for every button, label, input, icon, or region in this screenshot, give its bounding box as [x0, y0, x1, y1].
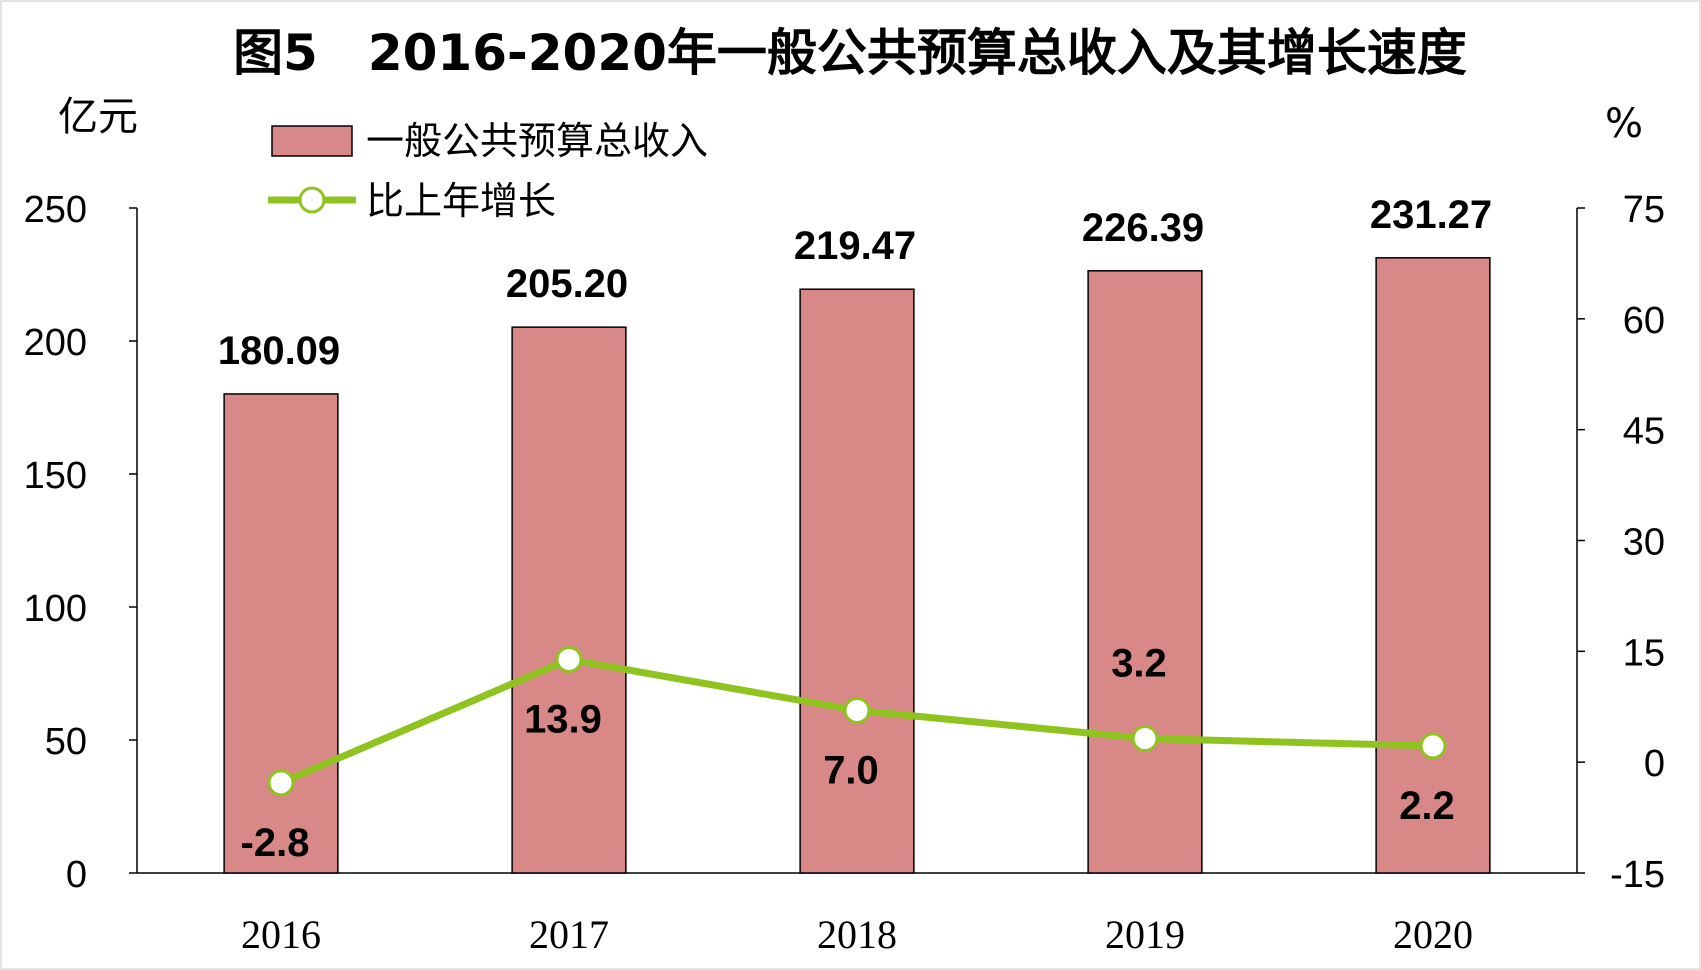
bar-value-label: 219.47 [794, 224, 916, 268]
growth-point-2017 [555, 645, 583, 673]
x-tick-label: 2016 [241, 912, 321, 957]
growth-value-label: 2.2 [1399, 784, 1455, 828]
bar-value-label: 226.39 [1082, 206, 1204, 250]
right-tick-label: 30 [1623, 522, 1665, 564]
right-tick-label: 75 [1623, 189, 1665, 231]
right-tick-label: -15 [1610, 854, 1665, 896]
left-tick-label: 250 [24, 189, 87, 231]
x-tick-label: 2020 [1393, 912, 1473, 957]
left-tick-label: 100 [24, 588, 87, 630]
growth-value-label: 3.2 [1111, 642, 1167, 686]
left-tick-label: 150 [24, 455, 87, 497]
bar-2019 [1087, 270, 1203, 874]
bar-2018 [799, 288, 915, 874]
bar-value-label: 231.27 [1370, 193, 1492, 237]
right-tick-label: 0 [1644, 743, 1665, 785]
x-tick-label: 2018 [817, 912, 897, 957]
growth-value-label: 7.0 [823, 748, 879, 792]
legend: 一般公共预算总收入 比上年增长 [268, 119, 708, 223]
chart-title: 图5 2016-2020年一般公共预算总收入及其增长速度 [233, 24, 1467, 82]
legend-bar-swatch [271, 125, 353, 157]
growth-point-2016 [267, 769, 295, 797]
growth-point-2019 [1131, 725, 1159, 753]
right-tick-label: 15 [1623, 632, 1665, 674]
left-tick-label: 0 [66, 854, 87, 896]
growth-value-label: 13.9 [524, 697, 602, 741]
plot-area: 0 50 100 150 200 250 -15 0 15 30 45 60 75 180.09 205.2… [24, 189, 1665, 957]
left-tick-label: 50 [45, 721, 87, 763]
growth-point-2020 [1419, 732, 1447, 760]
growth-point-2018 [843, 696, 871, 724]
x-tick-label: 2017 [529, 912, 609, 957]
growth-value-label: -2.8 [241, 821, 310, 865]
bar-2017 [511, 326, 627, 874]
left-axis-unit: 亿元 [58, 94, 138, 140]
bar-2020 [1375, 257, 1491, 874]
right-tick-label: 45 [1623, 411, 1665, 453]
legend-line-label: 比上年增长 [366, 179, 556, 223]
right-axis-unit: % [1605, 101, 1643, 147]
bar-value-label: 205.20 [506, 262, 628, 306]
bar-2016 [223, 393, 339, 874]
left-tick-label: 200 [24, 322, 87, 364]
bar-value-label: 180.09 [218, 329, 340, 373]
x-tick-label: 2019 [1105, 912, 1185, 957]
legend-line-marker [298, 186, 326, 214]
legend-bar-label: 一般公共预算总收入 [366, 119, 708, 163]
right-tick-label: 60 [1623, 300, 1665, 342]
